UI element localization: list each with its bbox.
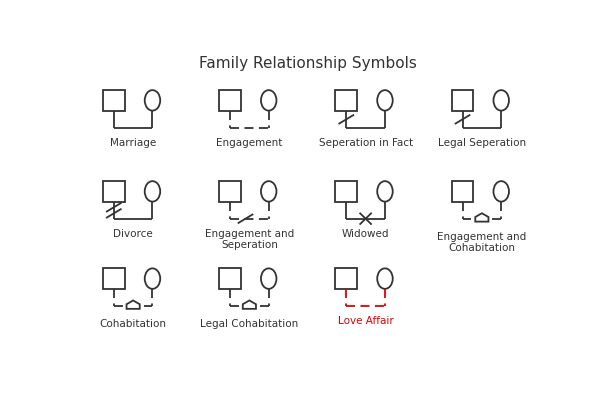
Bar — [219, 181, 241, 202]
Polygon shape — [127, 301, 140, 309]
Ellipse shape — [261, 90, 277, 111]
Ellipse shape — [377, 90, 393, 111]
Ellipse shape — [261, 268, 277, 289]
Ellipse shape — [261, 181, 277, 202]
Text: Marriage: Marriage — [110, 138, 156, 147]
Ellipse shape — [145, 268, 160, 289]
Bar — [335, 268, 357, 289]
Text: Engagement and
Seperation: Engagement and Seperation — [205, 229, 294, 250]
Ellipse shape — [377, 268, 393, 289]
Text: Divorce: Divorce — [113, 229, 153, 238]
Text: Seperation in Fact: Seperation in Fact — [319, 138, 413, 147]
Text: Engagement: Engagement — [216, 138, 283, 147]
Bar — [335, 181, 357, 202]
Bar — [219, 90, 241, 111]
Bar — [219, 268, 241, 289]
Ellipse shape — [145, 90, 160, 111]
Text: Engagement and
Cohabitation: Engagement and Cohabitation — [437, 232, 527, 253]
Bar — [452, 181, 473, 202]
Ellipse shape — [145, 181, 160, 202]
Bar — [103, 90, 125, 111]
Text: Legal Cohabitation: Legal Cohabitation — [200, 319, 299, 329]
Ellipse shape — [493, 181, 509, 202]
Bar — [335, 90, 357, 111]
Text: Love Affair: Love Affair — [338, 316, 394, 326]
Text: Widowed: Widowed — [342, 229, 389, 238]
Text: Cohabitation: Cohabitation — [100, 319, 167, 329]
Bar — [452, 90, 473, 111]
Text: Family Relationship Symbols: Family Relationship Symbols — [199, 56, 416, 71]
Bar — [103, 181, 125, 202]
Polygon shape — [243, 301, 256, 309]
Text: Legal Seperation: Legal Seperation — [438, 138, 526, 147]
Ellipse shape — [493, 90, 509, 111]
Bar — [103, 268, 125, 289]
Ellipse shape — [377, 181, 393, 202]
Polygon shape — [475, 213, 488, 221]
